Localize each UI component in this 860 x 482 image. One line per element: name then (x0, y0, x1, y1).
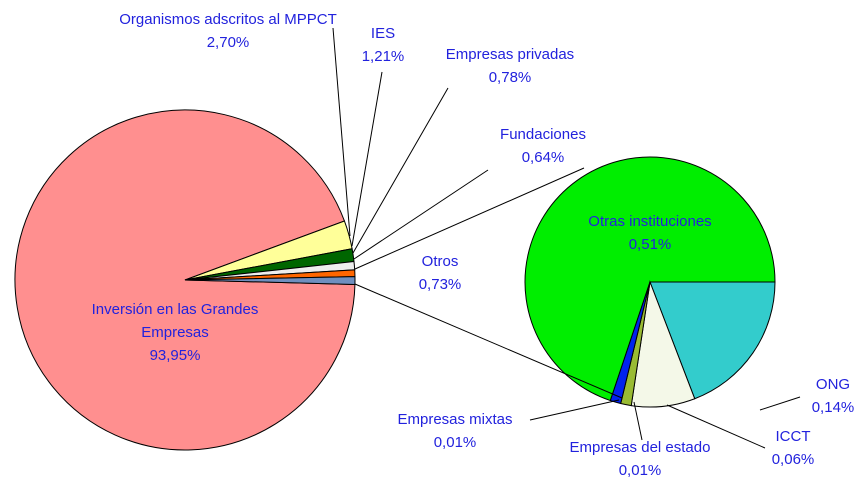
slice-label: ONG 0,14% (793, 373, 860, 419)
slice-label: Empresas mixtas 0,01% (370, 408, 540, 454)
slice-name: ICCT (775, 428, 811, 445)
leader-lines (332, 27, 801, 449)
slice-value: 0,01% (433, 434, 477, 451)
slice-label: Otros 0,73% (400, 250, 480, 296)
slice-label: Otras instituciones 0,51% (550, 210, 750, 256)
slice-value: 93,95% (149, 347, 201, 364)
leader-line (529, 399, 620, 421)
slice-value: 0,78% (488, 69, 532, 86)
slice-value: 0,01% (618, 462, 662, 479)
slice-value: 0,14% (811, 399, 855, 416)
slices (14, 109, 776, 451)
leader-line (352, 87, 449, 254)
slice-name: Inversión en las Grandes Empresas (91, 301, 259, 341)
slice-name: ONG (815, 376, 851, 393)
leader-line (633, 401, 643, 441)
slice-label: Inversión en las Grandes Empresas 93,95% (70, 298, 280, 367)
leader-line (353, 169, 489, 260)
slice-name: Empresas del estado (569, 439, 711, 456)
slice-label: ICCT 0,06% (753, 425, 833, 471)
leader-line (332, 27, 351, 237)
pie-slice (609, 281, 651, 405)
connector-line (354, 167, 585, 270)
slice-name: Fundaciones (500, 126, 586, 143)
slice-name: Otros (421, 253, 459, 270)
slice-label: Fundaciones 0,64% (473, 123, 613, 169)
slice-name: Otras instituciones (588, 213, 712, 230)
slice-value: 2,70% (206, 34, 250, 51)
pie-slice (649, 281, 776, 400)
slice-value: 0,64% (521, 149, 565, 166)
slice-label: Empresas del estado 0,01% (540, 436, 740, 482)
leader-line (351, 71, 383, 247)
slice-name: IES (370, 25, 396, 42)
pie-slice (524, 156, 776, 402)
connector-line (354, 283, 623, 399)
leader-line (666, 404, 766, 449)
slice-value: 1,21% (361, 48, 405, 65)
slice-name: Empresas mixtas (397, 411, 513, 428)
leader-line (759, 396, 801, 411)
slice-label: IES 1,21% (353, 22, 413, 68)
slice-name: Empresas privadas (445, 46, 575, 63)
slice-name: Organismos adscritos al MPPCT (119, 11, 337, 28)
slice-label: Empresas privadas 0,78% (430, 43, 590, 89)
slice-value: 0,73% (418, 276, 462, 293)
slice-value: 0,51% (628, 236, 672, 253)
slice-value: 0,06% (771, 451, 815, 468)
slice-label: Organismos adscritos al MPPCT 2,70% (113, 8, 343, 54)
